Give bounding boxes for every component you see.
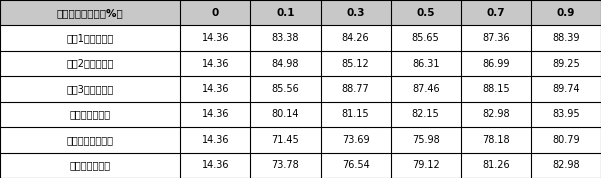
Text: 71.45: 71.45 (272, 135, 299, 145)
Bar (531, 51, 601, 76)
Bar (531, 102, 601, 127)
Text: 实例2包被絮凝剂: 实例2包被絮凝剂 (67, 59, 114, 69)
Bar (461, 0, 531, 25)
Text: 14.36: 14.36 (201, 59, 229, 69)
Bar (0, 153, 180, 178)
Bar (180, 51, 251, 76)
Bar (391, 102, 461, 127)
Bar (461, 102, 531, 127)
Text: 80.14: 80.14 (272, 109, 299, 119)
Text: 84.98: 84.98 (272, 59, 299, 69)
Bar (391, 51, 461, 76)
Text: 82.15: 82.15 (412, 109, 439, 119)
Text: 0.3: 0.3 (346, 8, 365, 18)
Text: 73.69: 73.69 (342, 135, 370, 145)
Text: 84.26: 84.26 (342, 33, 370, 43)
Bar (320, 0, 391, 25)
Text: 14.36: 14.36 (201, 160, 229, 170)
Bar (461, 127, 531, 153)
Bar (391, 153, 461, 178)
Bar (461, 51, 531, 76)
Text: 14.36: 14.36 (201, 84, 229, 94)
Text: 88.15: 88.15 (482, 84, 510, 94)
Bar (531, 0, 601, 25)
Bar (180, 102, 251, 127)
Bar (0, 102, 180, 127)
Text: 81.15: 81.15 (342, 109, 370, 119)
Bar (0, 0, 180, 25)
Text: 乳液包被絮凝剂: 乳液包被絮凝剂 (70, 109, 111, 119)
Bar (320, 25, 391, 51)
Text: 14.36: 14.36 (201, 135, 229, 145)
Bar (251, 153, 320, 178)
Bar (391, 25, 461, 51)
Bar (180, 25, 251, 51)
Bar (251, 102, 320, 127)
Text: 中科包被絮凝剂: 中科包被絮凝剂 (70, 160, 111, 170)
Text: 87.46: 87.46 (412, 84, 439, 94)
Bar (461, 76, 531, 102)
Bar (391, 127, 461, 153)
Bar (251, 0, 320, 25)
Bar (320, 51, 391, 76)
Bar (180, 76, 251, 102)
Bar (251, 127, 320, 153)
Text: 76.54: 76.54 (342, 160, 370, 170)
Bar (531, 127, 601, 153)
Bar (391, 76, 461, 102)
Text: 86.31: 86.31 (412, 59, 439, 69)
Text: 0.5: 0.5 (416, 8, 435, 18)
Bar (531, 25, 601, 51)
Text: 80.79: 80.79 (552, 135, 580, 145)
Text: 0.1: 0.1 (276, 8, 294, 18)
Text: 89.74: 89.74 (552, 84, 580, 94)
Bar (531, 76, 601, 102)
Text: 78.18: 78.18 (482, 135, 510, 145)
Bar (180, 153, 251, 178)
Bar (180, 127, 251, 153)
Text: 14.36: 14.36 (201, 33, 229, 43)
Bar (391, 0, 461, 25)
Text: 85.12: 85.12 (342, 59, 370, 69)
Bar (461, 25, 531, 51)
Text: 85.65: 85.65 (412, 33, 439, 43)
Bar (531, 153, 601, 178)
Text: 75.98: 75.98 (412, 135, 439, 145)
Text: 85.56: 85.56 (272, 84, 299, 94)
Text: 79.12: 79.12 (412, 160, 439, 170)
Bar (251, 51, 320, 76)
Text: 0.7: 0.7 (486, 8, 505, 18)
Bar (0, 76, 180, 102)
Text: 86.99: 86.99 (482, 59, 510, 69)
Bar (320, 153, 391, 178)
Bar (320, 127, 391, 153)
Bar (180, 0, 251, 25)
Text: 0: 0 (212, 8, 219, 18)
Text: 83.38: 83.38 (272, 33, 299, 43)
Text: 82.98: 82.98 (552, 160, 580, 170)
Text: 14.36: 14.36 (201, 109, 229, 119)
Bar (0, 127, 180, 153)
Bar (320, 76, 391, 102)
Text: 81.26: 81.26 (482, 160, 510, 170)
Bar (0, 51, 180, 76)
Text: 88.77: 88.77 (342, 84, 370, 94)
Text: 89.25: 89.25 (552, 59, 580, 69)
Bar (320, 102, 391, 127)
Text: 实例3包被絮凝剂: 实例3包被絮凝剂 (67, 84, 114, 94)
Bar (0, 25, 180, 51)
Text: 包被絮凝剂加量（%）: 包被絮凝剂加量（%） (56, 8, 124, 18)
Text: 88.39: 88.39 (552, 33, 580, 43)
Text: 73.78: 73.78 (272, 160, 299, 170)
Bar (251, 76, 320, 102)
Bar (251, 25, 320, 51)
Text: 实例1包被絮凝剂: 实例1包被絮凝剂 (67, 33, 114, 43)
Text: 87.36: 87.36 (482, 33, 510, 43)
Text: 83.95: 83.95 (552, 109, 580, 119)
Text: 麦克巴包被絮凝剂: 麦克巴包被絮凝剂 (67, 135, 114, 145)
Bar (461, 153, 531, 178)
Text: 82.98: 82.98 (482, 109, 510, 119)
Text: 0.9: 0.9 (557, 8, 575, 18)
